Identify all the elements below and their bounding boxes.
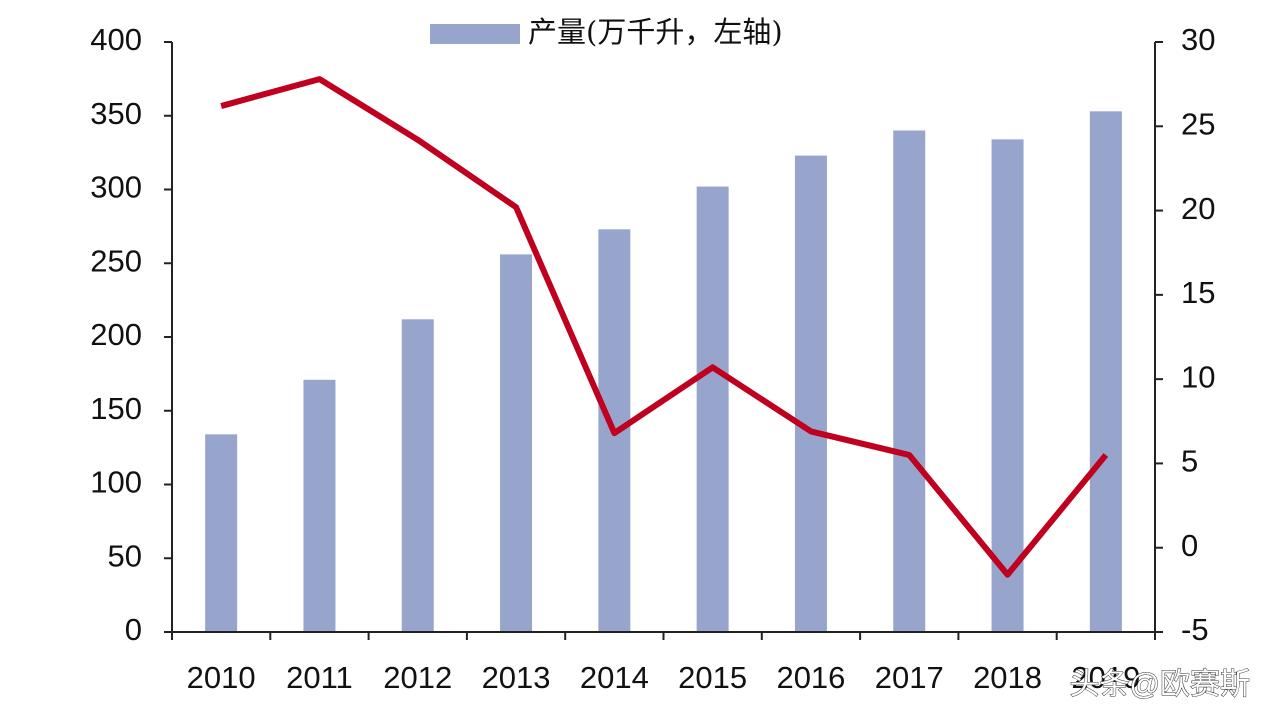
- bar: [794, 155, 827, 632]
- bar: [205, 434, 238, 632]
- y-tick-label: 350: [90, 96, 142, 131]
- bar: [696, 186, 729, 633]
- x-tick-label: 2018: [973, 660, 1042, 695]
- bar: [991, 139, 1024, 632]
- x-tick-label: 2012: [383, 660, 452, 695]
- x-tick-label: 2013: [482, 660, 551, 695]
- x-tick-label: 2010: [187, 660, 256, 695]
- x-tick-label: 2011: [286, 660, 353, 695]
- line: [220, 76, 1109, 578]
- x-tick-label: 2014: [580, 660, 649, 695]
- x-tick-label: 2017: [875, 660, 944, 695]
- watermark: 头条@欧赛斯: [1070, 668, 1250, 701]
- x-tick-label: 2016: [776, 660, 845, 695]
- bar: [303, 379, 336, 632]
- y2-tick-label: 10: [1181, 359, 1215, 394]
- bar: [401, 319, 434, 632]
- y-tick-label: 250: [90, 243, 142, 278]
- y2-tick-label: 5: [1181, 444, 1198, 479]
- y-tick-label: 0: [125, 612, 142, 647]
- y-tick-label: 50: [108, 538, 142, 573]
- legend-label: 产量(万千升，左轴): [528, 15, 783, 49]
- x-tick-label: 2019: [1071, 660, 1140, 695]
- y-tick-label: 300: [90, 170, 142, 205]
- x-tick-label: 2015: [678, 660, 747, 695]
- y-tick-label: 150: [90, 391, 142, 426]
- legend-swatch: [430, 24, 520, 44]
- y2-tick-label: 30: [1181, 22, 1215, 57]
- bar: [893, 130, 926, 632]
- bar: [1089, 111, 1122, 632]
- y-tick-label: 400: [90, 22, 142, 57]
- y2-tick-label: 15: [1181, 275, 1215, 310]
- bar: [500, 254, 533, 632]
- y2-tick-label: -5: [1181, 612, 1209, 647]
- y2-tick-label: 25: [1181, 106, 1215, 141]
- y-tick-label: 100: [90, 465, 142, 500]
- y-tick-label: 200: [90, 317, 142, 352]
- y2-tick-label: 20: [1181, 191, 1215, 226]
- y2-tick-label: 0: [1181, 528, 1198, 563]
